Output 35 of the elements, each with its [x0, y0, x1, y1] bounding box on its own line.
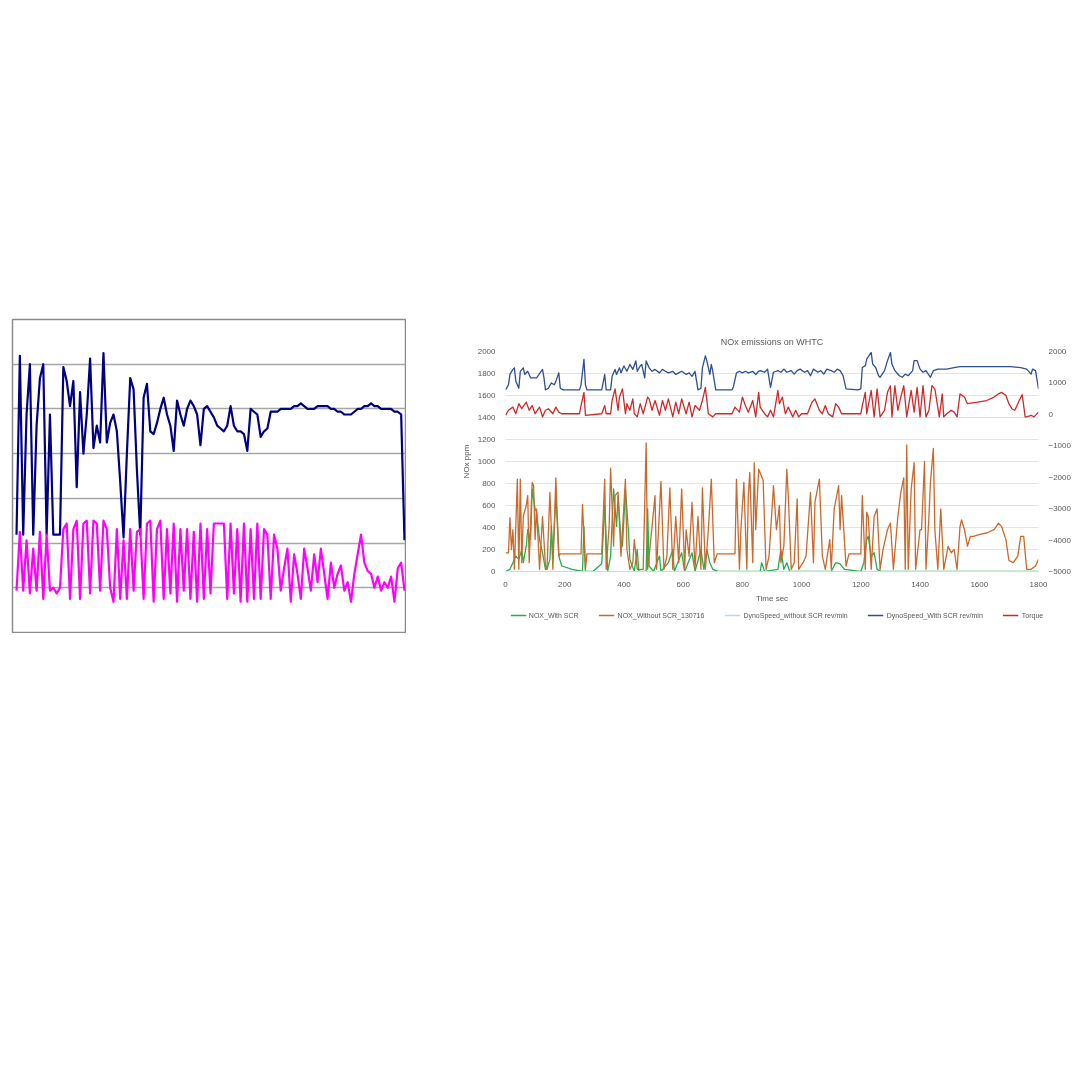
x-tick-label: 1000 [792, 579, 812, 589]
x-tick-label: 600 [676, 579, 691, 589]
line-series [505, 442, 1039, 570]
y2-tick-label: −1000 [1048, 441, 1072, 451]
x-tick-label: 1400 [911, 579, 930, 589]
y2-tick-label: −2000 [1048, 472, 1072, 482]
y-tick-label: 800 [482, 479, 497, 488]
x-tick-label: 0 [503, 579, 509, 589]
x-tick-label: 200 [558, 579, 572, 589]
y-tick-label: 1000 [477, 457, 497, 466]
y-tick-label: 2000 [477, 347, 497, 356]
y2-tick-label: 1000 [1048, 378, 1067, 388]
y-axis-title: NOx ppm [461, 444, 471, 479]
x-tick-label: 400 [617, 579, 632, 589]
line-series [505, 385, 1039, 418]
y-tick-label: 600 [482, 501, 497, 510]
y2-tick-label: 0 [1048, 409, 1054, 419]
y-tick-label: 1400 [477, 413, 497, 422]
y2-tick-label: 2000 [1048, 347, 1067, 356]
chart-title: NOx emissions on WHTC [720, 336, 824, 347]
line-series [505, 351, 1039, 391]
y-tick-label: 200 [482, 545, 497, 554]
x-axis-title: Time sec [755, 593, 789, 603]
x-tick-label: 800 [735, 579, 750, 589]
y-tick-label: 1600 [477, 391, 497, 400]
y-tick-label: 1800 [477, 369, 497, 378]
y2-tick-label: −5000 [1048, 567, 1072, 576]
x-tick-label: 1200 [851, 579, 871, 589]
x-tick-label: 1600 [970, 579, 989, 589]
y-tick-label: 1200 [477, 435, 497, 444]
y-tick-label: 400 [482, 523, 497, 532]
x-tick-label: 1800 [1029, 579, 1048, 589]
y2-tick-label: −4000 [1048, 535, 1072, 545]
y-tick-label: 0 [491, 567, 497, 576]
y2-tick-label: −3000 [1048, 504, 1072, 514]
